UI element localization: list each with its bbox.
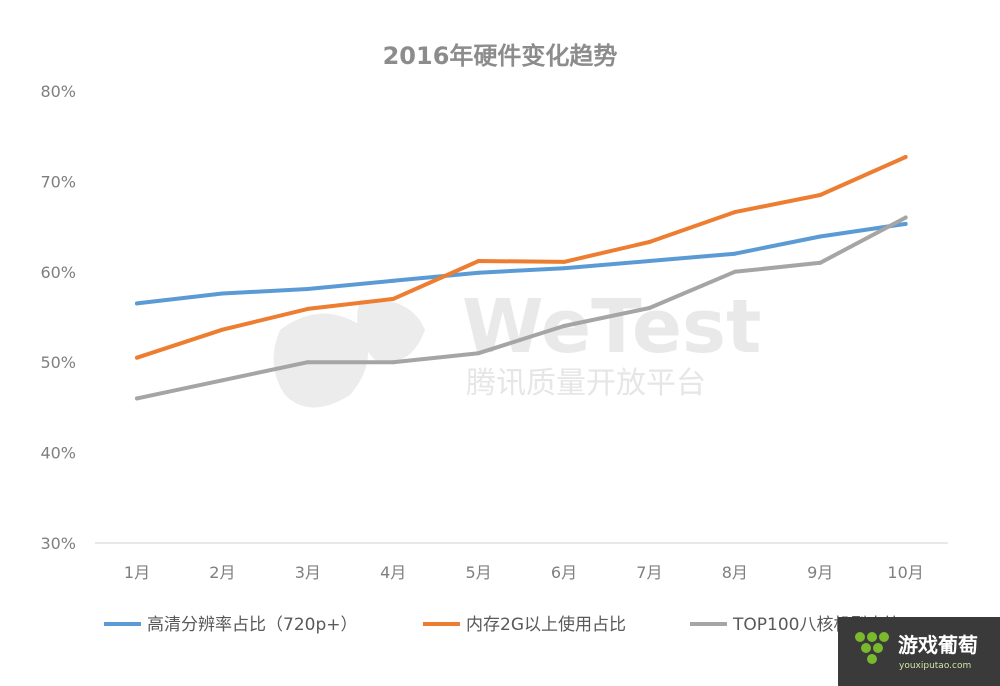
watermark-brand: WeTest — [462, 284, 761, 370]
data-point — [305, 360, 310, 365]
y-tick-label: 50% — [40, 353, 76, 372]
data-point — [903, 221, 908, 226]
data-point — [220, 291, 225, 296]
x-tick-label: 1月 — [124, 563, 150, 582]
wetest-logo-icon-part — [357, 299, 425, 362]
series-line-2 — [135, 155, 908, 360]
x-tick-label: 9月 — [807, 563, 833, 582]
data-point — [220, 327, 225, 332]
data-point — [305, 286, 310, 291]
data-point — [562, 266, 566, 271]
data-point — [903, 154, 908, 159]
data-point — [647, 239, 652, 244]
data-point — [476, 270, 481, 275]
legend: 高清分辨率占比（720p+） 内存2G以上使用占比 TOP100八核机型占比 — [104, 614, 901, 635]
data-point — [135, 301, 139, 306]
data-point — [135, 355, 139, 360]
data-point — [903, 215, 908, 220]
x-tick-label: 7月 — [636, 563, 662, 582]
y-tick-label: 30% — [40, 534, 76, 553]
badge-url: youxiputao.com — [899, 661, 971, 671]
x-tick-label: 3月 — [295, 563, 321, 582]
data-point — [732, 210, 737, 215]
y-axis: 30% 40% 50% 60% 70% 80% — [40, 82, 76, 553]
data-point — [732, 251, 737, 256]
series-line-3 — [135, 215, 908, 401]
y-tick-label: 70% — [40, 172, 76, 191]
youxiputao-badge: 游戏葡萄 youxiputao.com — [838, 617, 1000, 686]
x-tick-label: 6月 — [551, 563, 577, 582]
grape-icon — [855, 632, 889, 664]
data-point — [818, 260, 823, 265]
data-point — [818, 234, 823, 239]
data-point — [305, 306, 310, 311]
data-point — [391, 360, 396, 365]
y-tick-label: 40% — [40, 444, 76, 463]
x-tick-label: 10月 — [887, 563, 923, 582]
x-axis: 1月 2月 3月 4月 5月 6月 7月 8月 9月 10月 — [124, 563, 924, 582]
series-line-1 — [135, 221, 908, 306]
y-tick-label: 60% — [40, 263, 76, 282]
badge-name: 游戏葡萄 — [898, 633, 978, 657]
data-point — [562, 324, 566, 329]
legend-label: 高清分辨率占比（720p+） — [147, 615, 357, 635]
x-tick-label: 8月 — [722, 563, 748, 582]
data-point — [818, 192, 823, 197]
x-tick-label: 2月 — [209, 563, 235, 582]
x-tick-label: 4月 — [380, 563, 406, 582]
watermark-tagline: 腾讯质量开放平台 — [466, 366, 706, 401]
data-point — [391, 296, 396, 301]
data-point — [135, 396, 139, 401]
y-tick-label: 80% — [40, 82, 76, 101]
data-point — [647, 258, 652, 263]
data-point — [732, 269, 737, 274]
x-tick-label: 5月 — [466, 563, 492, 582]
wetest-watermark: WeTest 腾讯质量开放平台 — [273, 284, 761, 408]
legend-label: 内存2G以上使用占比 — [466, 614, 626, 635]
data-point — [476, 258, 481, 263]
data-point — [476, 351, 481, 356]
series-layer — [135, 154, 908, 401]
chart-title: 2016年硬件变化趋势 — [383, 42, 618, 70]
data-point — [562, 259, 566, 264]
data-point — [220, 378, 225, 383]
data-point — [391, 278, 396, 283]
data-point — [647, 305, 652, 310]
